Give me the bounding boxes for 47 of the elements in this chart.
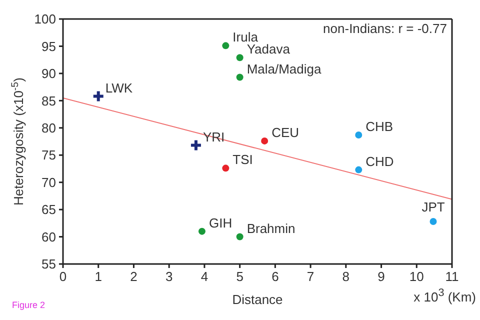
x-tick-label: 1: [94, 269, 102, 284]
y-tick-label: 80: [42, 120, 56, 136]
point: [189, 138, 202, 152]
point: [198, 228, 206, 235]
y-tick-label: 95: [42, 38, 56, 54]
annotation: non-Indians: r = -0.77: [323, 21, 447, 36]
x-axis-title: Distance: [232, 292, 283, 307]
y-tick-label: 90: [42, 66, 56, 82]
y-tick-label: 55: [42, 256, 56, 272]
annotation: GIH: [208, 215, 232, 230]
x-tick-label: 11: [445, 269, 459, 284]
point: [430, 218, 437, 226]
x-tick-label: 6: [272, 269, 279, 284]
y-tick-label: 75: [42, 148, 56, 163]
x-tick-label: 3: [165, 269, 173, 284]
annotation: JPT: [422, 200, 445, 215]
x-tick-label: 2: [130, 269, 138, 284]
point: [236, 233, 244, 240]
annotation: Brahmin: [246, 220, 296, 236]
point: [355, 131, 362, 138]
annotation: LWK: [105, 80, 133, 96]
y-tick-label: 85: [42, 93, 56, 108]
y-tick-label: 100: [34, 12, 56, 27]
point: [92, 90, 105, 103]
y-tick-label: 70: [42, 174, 56, 190]
y-tick-label: 60: [42, 229, 56, 244]
caption: Figure 2: [12, 300, 46, 310]
point: [261, 137, 268, 144]
point: [355, 166, 362, 174]
x-tick-label: 7: [306, 269, 314, 284]
annotation: CHB: [366, 118, 394, 134]
annotation: CEU: [272, 124, 300, 140]
x-tick-label: 9: [378, 269, 385, 284]
point: [222, 164, 230, 172]
x-tick-label: 4: [200, 269, 208, 284]
annotation: TSI: [232, 152, 253, 168]
annotation: CHD: [366, 154, 394, 169]
point: [236, 74, 244, 81]
x-tick-label: 8: [342, 269, 350, 284]
point: [222, 42, 230, 50]
point: [236, 54, 244, 62]
x-tick-label: 10: [409, 269, 424, 284]
y-tick-label: 65: [42, 202, 56, 218]
x-tick-label: 5: [236, 269, 244, 284]
text: x 10$^{3}$ (Km): [414, 286, 476, 304]
x-tick-label: 0: [59, 269, 67, 284]
annotation: Mala/Madiga: [246, 61, 322, 76]
